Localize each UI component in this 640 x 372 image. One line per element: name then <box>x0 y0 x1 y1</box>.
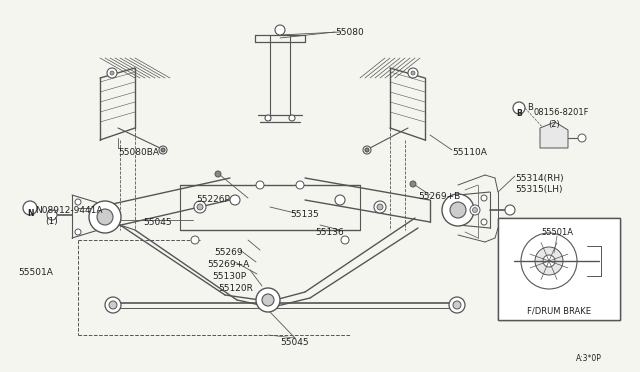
Circle shape <box>470 205 480 215</box>
Circle shape <box>110 71 114 75</box>
Circle shape <box>363 146 371 154</box>
Circle shape <box>450 202 466 218</box>
Text: 55130P: 55130P <box>212 272 246 281</box>
Circle shape <box>535 247 563 275</box>
Circle shape <box>97 209 113 225</box>
Circle shape <box>197 204 203 210</box>
Circle shape <box>191 236 199 244</box>
Bar <box>498 218 620 320</box>
Text: B: B <box>516 109 522 118</box>
Circle shape <box>105 297 121 313</box>
Text: 55080: 55080 <box>335 28 364 37</box>
Text: 08156-8201F: 08156-8201F <box>533 108 589 117</box>
Circle shape <box>505 205 515 215</box>
Circle shape <box>472 208 477 212</box>
Circle shape <box>365 148 369 152</box>
Circle shape <box>161 148 165 152</box>
Circle shape <box>289 115 295 121</box>
Bar <box>498 218 620 320</box>
Circle shape <box>543 255 555 267</box>
Circle shape <box>47 210 57 220</box>
Circle shape <box>275 25 285 35</box>
Text: 55269+A: 55269+A <box>207 260 249 269</box>
Text: 55314(RH): 55314(RH) <box>515 174 564 183</box>
Circle shape <box>374 201 386 213</box>
Text: 55136: 55136 <box>315 228 344 237</box>
Circle shape <box>377 204 383 210</box>
Circle shape <box>481 195 487 201</box>
Text: 55315(LH): 55315(LH) <box>515 185 563 194</box>
Circle shape <box>230 195 240 205</box>
Circle shape <box>411 71 415 75</box>
Circle shape <box>109 301 117 309</box>
Text: 55501A: 55501A <box>541 228 573 237</box>
Text: N08912-9441A: N08912-9441A <box>35 206 102 215</box>
Text: 55226P: 55226P <box>196 195 230 204</box>
Circle shape <box>23 201 37 215</box>
Circle shape <box>341 236 349 244</box>
Circle shape <box>159 146 167 154</box>
Text: A:3*0P: A:3*0P <box>576 354 602 363</box>
Text: 55501A: 55501A <box>18 268 53 277</box>
Circle shape <box>107 68 117 78</box>
Circle shape <box>265 115 271 121</box>
Circle shape <box>256 288 280 312</box>
Text: 55110A: 55110A <box>452 148 487 157</box>
Text: 55120R: 55120R <box>218 284 253 293</box>
Circle shape <box>521 233 577 289</box>
Circle shape <box>578 134 586 142</box>
Circle shape <box>408 68 418 78</box>
Circle shape <box>453 301 461 309</box>
Text: N: N <box>27 208 33 218</box>
Circle shape <box>481 219 487 225</box>
Circle shape <box>89 201 121 233</box>
Circle shape <box>194 201 206 213</box>
Circle shape <box>513 102 525 114</box>
Text: F/DRUM BRAKE: F/DRUM BRAKE <box>527 306 591 315</box>
Circle shape <box>442 194 474 226</box>
Circle shape <box>335 195 345 205</box>
Text: 55135: 55135 <box>290 210 319 219</box>
Text: (2): (2) <box>548 120 560 129</box>
Text: 55080BA: 55080BA <box>118 148 159 157</box>
Bar <box>498 218 620 320</box>
Circle shape <box>296 181 304 189</box>
Circle shape <box>215 171 221 177</box>
Circle shape <box>449 297 465 313</box>
Circle shape <box>262 294 274 306</box>
Text: 55269: 55269 <box>214 248 243 257</box>
Circle shape <box>75 199 81 205</box>
Text: 55269+B: 55269+B <box>418 192 460 201</box>
Text: (1): (1) <box>45 217 58 226</box>
Text: 55045: 55045 <box>280 338 308 347</box>
Circle shape <box>256 181 264 189</box>
Circle shape <box>75 229 81 235</box>
Text: 55045: 55045 <box>143 218 172 227</box>
Polygon shape <box>540 122 568 148</box>
Circle shape <box>410 181 416 187</box>
Text: B: B <box>527 103 533 112</box>
